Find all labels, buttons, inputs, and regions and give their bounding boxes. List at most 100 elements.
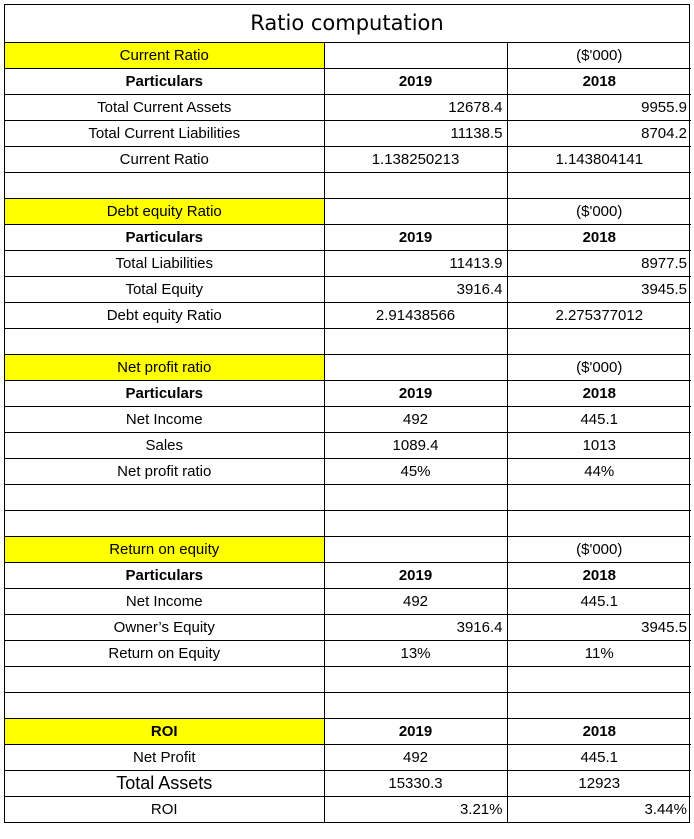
- unit-label[interactable]: ($'000): [506, 198, 691, 225]
- year-2018-header[interactable]: 2018: [506, 380, 691, 407]
- empty-row: [5, 328, 691, 355]
- row-label[interactable]: Total Liabilities: [5, 250, 325, 277]
- empty-cell[interactable]: [323, 666, 508, 693]
- section-header-row: ROI 2019 2018: [5, 718, 691, 745]
- empty-row: [5, 172, 691, 199]
- value-2018[interactable]: 9955.9: [506, 94, 691, 121]
- row-label[interactable]: Net Profit: [5, 744, 325, 771]
- empty-cell[interactable]: [323, 172, 508, 199]
- value-2018[interactable]: 8977.5: [506, 250, 691, 277]
- value-2019[interactable]: 492: [323, 406, 508, 433]
- empty-cell[interactable]: [323, 354, 508, 381]
- empty-cell[interactable]: [506, 692, 691, 719]
- value-2018[interactable]: 11%: [506, 640, 691, 667]
- row-label[interactable]: Return on Equity: [5, 640, 325, 667]
- year-2019-header[interactable]: 2019: [323, 718, 508, 745]
- empty-cell[interactable]: [5, 666, 325, 693]
- empty-cell[interactable]: [5, 510, 325, 537]
- row-label[interactable]: Total Equity: [5, 276, 325, 303]
- value-2018[interactable]: 44%: [506, 458, 691, 485]
- value-2018[interactable]: 1.143804141: [506, 146, 691, 173]
- value-2019[interactable]: 492: [323, 744, 508, 771]
- value-2018[interactable]: 445.1: [506, 588, 691, 615]
- unit-label[interactable]: ($'000): [506, 354, 691, 381]
- row-label[interactable]: Net Income: [5, 406, 325, 433]
- row-label[interactable]: Net Income: [5, 588, 325, 615]
- empty-cell[interactable]: [323, 484, 508, 511]
- value-2018[interactable]: 445.1: [506, 744, 691, 771]
- row-label[interactable]: Current Ratio: [5, 146, 325, 173]
- empty-cell[interactable]: [5, 172, 325, 199]
- value-2019[interactable]: 3916.4: [323, 276, 508, 303]
- value-2018[interactable]: 1013: [506, 432, 691, 459]
- value-2018[interactable]: 3.44%: [506, 796, 691, 822]
- table-row: Net Income 492 445.1: [5, 406, 691, 433]
- empty-cell[interactable]: [506, 328, 691, 355]
- particulars-header[interactable]: Particulars: [5, 224, 325, 251]
- value-2018[interactable]: 3945.5: [506, 614, 691, 641]
- value-2019[interactable]: 2.91438566: [323, 302, 508, 329]
- year-2019-header[interactable]: 2019: [323, 380, 508, 407]
- year-2018-header[interactable]: 2018: [506, 718, 691, 745]
- value-2019[interactable]: 492: [323, 588, 508, 615]
- empty-row: [5, 666, 691, 693]
- empty-cell[interactable]: [506, 666, 691, 693]
- column-header-row: Particulars 2019 2018: [5, 380, 691, 407]
- value-2019[interactable]: 3916.4: [323, 614, 508, 641]
- value-2019[interactable]: 12678.4: [323, 94, 508, 121]
- section-title-current-ratio[interactable]: Current Ratio: [5, 43, 325, 69]
- row-label[interactable]: Owner’s Equity: [5, 614, 325, 641]
- section-header-row: Current Ratio ($'000): [5, 43, 691, 69]
- row-label[interactable]: ROI: [5, 796, 325, 822]
- value-2018[interactable]: 445.1: [506, 406, 691, 433]
- row-label[interactable]: Debt equity Ratio: [5, 302, 325, 329]
- value-2019[interactable]: 11413.9: [323, 250, 508, 277]
- unit-label[interactable]: ($'000): [506, 43, 691, 69]
- empty-cell[interactable]: [323, 510, 508, 537]
- table-row: Total Liabilities 11413.9 8977.5: [5, 250, 691, 277]
- value-2019[interactable]: 45%: [323, 458, 508, 485]
- empty-cell[interactable]: [5, 328, 325, 355]
- year-2018-header[interactable]: 2018: [506, 68, 691, 95]
- value-2018[interactable]: 12923: [506, 770, 691, 797]
- value-2018[interactable]: 3945.5: [506, 276, 691, 303]
- section-title-net-profit[interactable]: Net profit ratio: [5, 354, 325, 381]
- unit-label[interactable]: ($'000): [506, 536, 691, 563]
- empty-cell[interactable]: [506, 484, 691, 511]
- value-2019[interactable]: 3.21%: [323, 796, 508, 822]
- value-2018[interactable]: 8704.2: [506, 120, 691, 147]
- empty-cell[interactable]: [323, 43, 508, 69]
- empty-cell[interactable]: [323, 536, 508, 563]
- value-2019[interactable]: 1.138250213: [323, 146, 508, 173]
- empty-cell[interactable]: [323, 692, 508, 719]
- row-label[interactable]: Sales: [5, 432, 325, 459]
- empty-cell[interactable]: [5, 484, 325, 511]
- row-label[interactable]: Net profit ratio: [5, 458, 325, 485]
- row-label[interactable]: Total Current Liabilities: [5, 120, 325, 147]
- section-title-debt-equity[interactable]: Debt equity Ratio: [5, 198, 325, 225]
- value-2019[interactable]: 11138.5: [323, 120, 508, 147]
- particulars-header[interactable]: Particulars: [5, 562, 325, 589]
- year-2019-header[interactable]: 2019: [323, 68, 508, 95]
- year-2019-header[interactable]: 2019: [323, 224, 508, 251]
- empty-cell[interactable]: [5, 692, 325, 719]
- particulars-header[interactable]: Particulars: [5, 68, 325, 95]
- section-title-roi[interactable]: ROI: [5, 718, 325, 745]
- empty-cell[interactable]: [506, 510, 691, 537]
- value-2019[interactable]: 13%: [323, 640, 508, 667]
- year-2018-header[interactable]: 2018: [506, 224, 691, 251]
- empty-cell[interactable]: [506, 172, 691, 199]
- particulars-header[interactable]: Particulars: [5, 380, 325, 407]
- row-label[interactable]: Total Assets: [5, 770, 325, 797]
- value-2018[interactable]: 2.275377012: [506, 302, 691, 329]
- table-row: ROI 3.21% 3.44%: [5, 796, 691, 822]
- value-2019[interactable]: 1089.4: [323, 432, 508, 459]
- row-label[interactable]: Total Current Assets: [5, 94, 325, 121]
- section-title-return-on-equity[interactable]: Return on equity: [5, 536, 325, 563]
- value-2019[interactable]: 15330.3: [323, 770, 508, 797]
- empty-cell[interactable]: [323, 328, 508, 355]
- year-2018-header[interactable]: 2018: [506, 562, 691, 589]
- empty-cell[interactable]: [323, 198, 508, 225]
- section-header-row: Return on equity ($'000): [5, 536, 691, 563]
- year-2019-header[interactable]: 2019: [323, 562, 508, 589]
